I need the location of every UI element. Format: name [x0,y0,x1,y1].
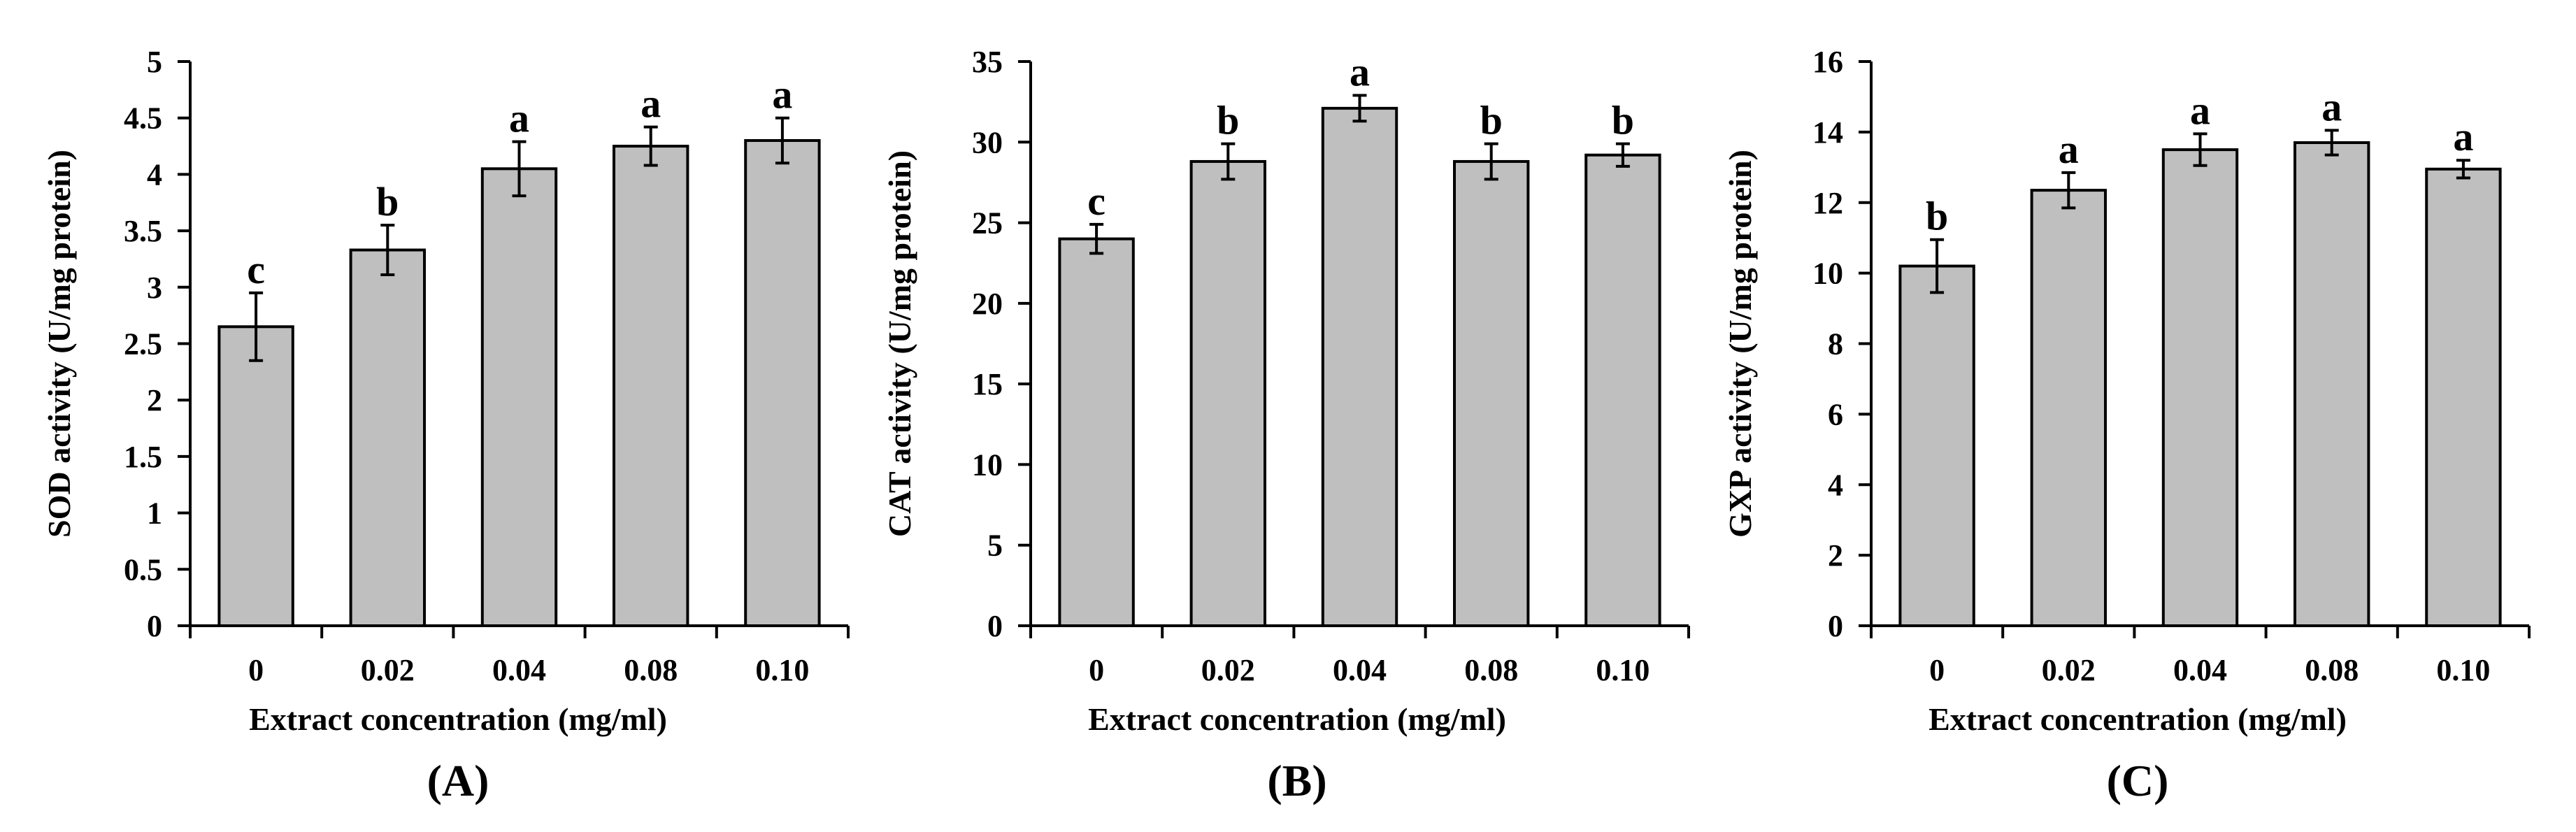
x-tick-label-1: 0.02 [2042,653,2096,687]
bar-2 [2161,148,2239,627]
y-tick-label-4: 20 [972,287,1003,321]
y-tick-label-3: 1.5 [124,440,162,474]
significance-letter-0: c [247,247,265,292]
panel-label: (C) [2107,756,2169,805]
y-tick-label-3: 15 [972,367,1003,401]
y-tick-label-4: 8 [1828,327,1843,361]
significance-letter-1: b [376,179,399,224]
y-tick-label-6: 3 [147,271,162,305]
y-tick-label-3: 6 [1828,397,1843,431]
significance-letter-0: b [1926,194,1948,239]
x-tick-label-0: 0 [1929,653,1945,687]
y-tick-label-0: 0 [147,609,162,643]
y-tick-label-10: 5 [147,45,162,79]
bar-1 [349,248,426,627]
y-tick-label-5: 2.5 [124,327,162,361]
y-tick-label-8: 4 [147,157,162,192]
y-tick-label-5: 10 [1812,257,1843,291]
x-tick-label-0: 0 [1089,653,1104,687]
y-tick-label-8: 16 [1812,45,1843,79]
significance-letter-2: a [2190,87,2210,133]
y-tick-label-5: 25 [972,206,1003,241]
significance-letter-2: a [1350,49,1370,94]
bar-4 [1584,153,1661,627]
bar-2 [1321,106,1398,627]
y-tick-label-1: 2 [1828,538,1843,573]
x-tick-label-1: 0.02 [1201,653,1255,687]
y-tick-label-6: 12 [1812,186,1843,220]
y-tick-label-2: 10 [972,447,1003,482]
x-axis-title: Extract concentration (mg/ml) [1929,701,2347,737]
y-tick-label-7: 35 [972,45,1003,79]
y-tick-label-0: 0 [1828,609,1843,643]
y-tick-label-7: 3.5 [124,214,162,248]
significance-letter-3: a [641,81,661,127]
bar-3 [2294,141,2370,628]
y-tick-label-2: 1 [147,496,162,531]
significance-letter-4: a [2453,114,2473,159]
significance-letter-4: b [1612,98,1634,143]
x-tick-label-1: 0.02 [361,653,415,687]
bar-1 [2030,189,2107,627]
y-tick-label-4: 2 [147,383,162,417]
bar-0 [1898,264,1975,628]
x-tick-label-2: 0.04 [1333,653,1387,687]
significance-letter-3: a [2321,84,2342,129]
x-tick-label-4: 0.10 [2436,653,2490,687]
significance-letter-3: b [1480,98,1503,143]
bar-3 [613,145,689,628]
chart-panel-0: c 0 b 0.02 a 0.04 a 0.08 a 0.10 0 0.5 1 1.5 2 2.5 3 3.5 4 4… [41,45,850,805]
y-tick-label-9: 4.5 [124,101,162,136]
x-tick-label-4: 0.10 [1596,653,1650,687]
bar-0 [217,325,294,627]
x-tick-label-3: 0.08 [624,653,678,687]
significance-letter-1: b [1217,98,1239,143]
x-tick-label-3: 0.08 [1464,653,1518,687]
chart-panel-1: c 0 b 0.02 a 0.04 b 0.08 b 0.10 0 5 10 15 20 25 30 35 CAT … [882,45,1690,805]
y-axis-title: SOD activity (U/mg protein) [41,150,77,538]
chart-panel-2: b 0 a 0.02 a 0.04 a 0.08 a 0.10 0 2 4 6 8 10 12 14 16 GXP a… [1722,45,2531,805]
significance-letter-0: c [1087,178,1105,224]
x-tick-label-2: 0.04 [492,653,546,687]
y-tick-label-7: 14 [1812,115,1843,150]
x-axis-title: Extract concentration (mg/ml) [249,701,667,737]
y-tick-label-2: 4 [1828,468,1843,502]
y-tick-label-1: 5 [987,529,1003,563]
panel-label: (B) [1267,756,1326,805]
bar-2 [480,167,558,627]
significance-letter-1: a [2059,127,2079,172]
x-tick-label-4: 0.10 [755,653,809,687]
y-axis-title: GXP activity (U/mg protein) [1722,150,1758,538]
x-tick-label-3: 0.08 [2305,653,2359,687]
bar-3 [1453,159,1530,627]
bar-1 [1189,159,1266,627]
panel-label: (A) [427,756,489,805]
y-tick-label-1: 0.5 [124,552,162,587]
significance-letter-4: a [772,72,792,117]
y-axis-title: CAT activity (U/mg protein) [882,150,917,537]
significance-letter-2: a [509,96,529,141]
x-tick-label-0: 0 [248,653,264,687]
y-tick-label-6: 30 [972,125,1003,159]
bar-4 [2425,167,2502,628]
x-tick-label-2: 0.04 [2173,653,2227,687]
bar-0 [1058,237,1135,627]
y-tick-label-0: 0 [987,609,1003,643]
bar-4 [744,138,821,628]
x-axis-title: Extract concentration (mg/ml) [1088,701,1506,737]
